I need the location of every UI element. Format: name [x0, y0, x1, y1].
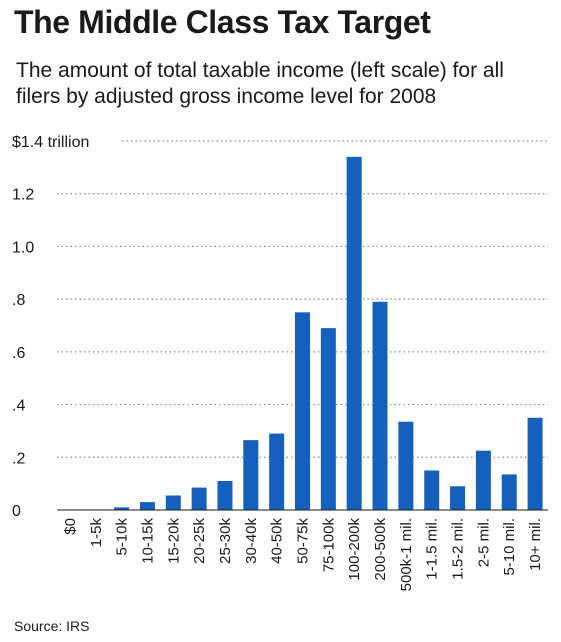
x-tick-label: 25-30k: [217, 518, 234, 564]
y-tick-label: .8: [12, 292, 25, 309]
x-tick-label: 75-100k: [320, 518, 337, 573]
y-tick-label: .6: [12, 345, 25, 362]
x-tick-label: 1.5-2 mil.: [450, 518, 467, 580]
y-tick-label: $1.4 trillion: [12, 134, 89, 151]
bar: [501, 474, 517, 510]
chart-title: The Middle Class Tax Target: [14, 4, 431, 40]
y-tick-label: .2: [12, 450, 25, 467]
x-tick-label: 10+ mil.: [527, 518, 544, 571]
x-tick-label: 15-20k: [165, 518, 182, 564]
y-tick-label: .4: [12, 398, 25, 415]
y-tick-label: 1.2: [12, 187, 34, 204]
y-tick-label: 1.0: [12, 239, 34, 256]
y-tick-label: 0: [12, 503, 21, 520]
x-tick-label: $0: [62, 518, 79, 535]
x-tick-label: 100-200k: [346, 518, 363, 581]
bar: [243, 440, 259, 510]
bar: [398, 421, 414, 510]
x-tick-label: 1-5k: [88, 518, 105, 548]
x-tick-label: 2-5 mil.: [475, 518, 492, 567]
bar: [114, 507, 130, 510]
bar: [346, 156, 362, 511]
x-tick-label: 5-10 mil.: [501, 518, 518, 576]
bar: [217, 481, 233, 510]
x-tick-label: 500k-1 mil.: [398, 518, 415, 591]
x-tick-label: 40-50k: [269, 518, 286, 564]
bar: [450, 486, 466, 510]
chart-subtitle: The amount of total taxable income (left…: [16, 59, 504, 108]
x-tick-label: 1-1.5 mil.: [424, 518, 441, 580]
chart-source: Source: IRS: [14, 618, 90, 634]
x-tick-label: 20-25k: [191, 518, 208, 564]
bar: [139, 502, 155, 510]
y-axis-tick-labels: $1.4 trillion 1.2 1.0 .8 .6 .4 .2 0: [12, 134, 89, 520]
bar: [527, 417, 543, 510]
bar: [424, 470, 440, 510]
x-tick-label: 10-15k: [139, 518, 156, 564]
x-tick-label: 200-500k: [372, 518, 389, 581]
x-axis-tick-labels: $0 1-5k 5-10k 10-15k 15-20k 20-25k 25-30k 30-40…: [62, 518, 544, 592]
bar: [295, 312, 310, 510]
bar: [320, 328, 336, 510]
x-tick-label: 50-75k: [295, 518, 312, 564]
x-tick-label: 30-40k: [243, 518, 260, 564]
bar: [269, 433, 285, 510]
bar: [475, 450, 491, 510]
bar: [372, 301, 388, 510]
gridlines: [57, 140, 548, 458]
x-tick-label: 5-10k: [114, 518, 131, 556]
bar: [191, 487, 207, 510]
bars: [62, 156, 543, 511]
bar: [165, 495, 181, 510]
